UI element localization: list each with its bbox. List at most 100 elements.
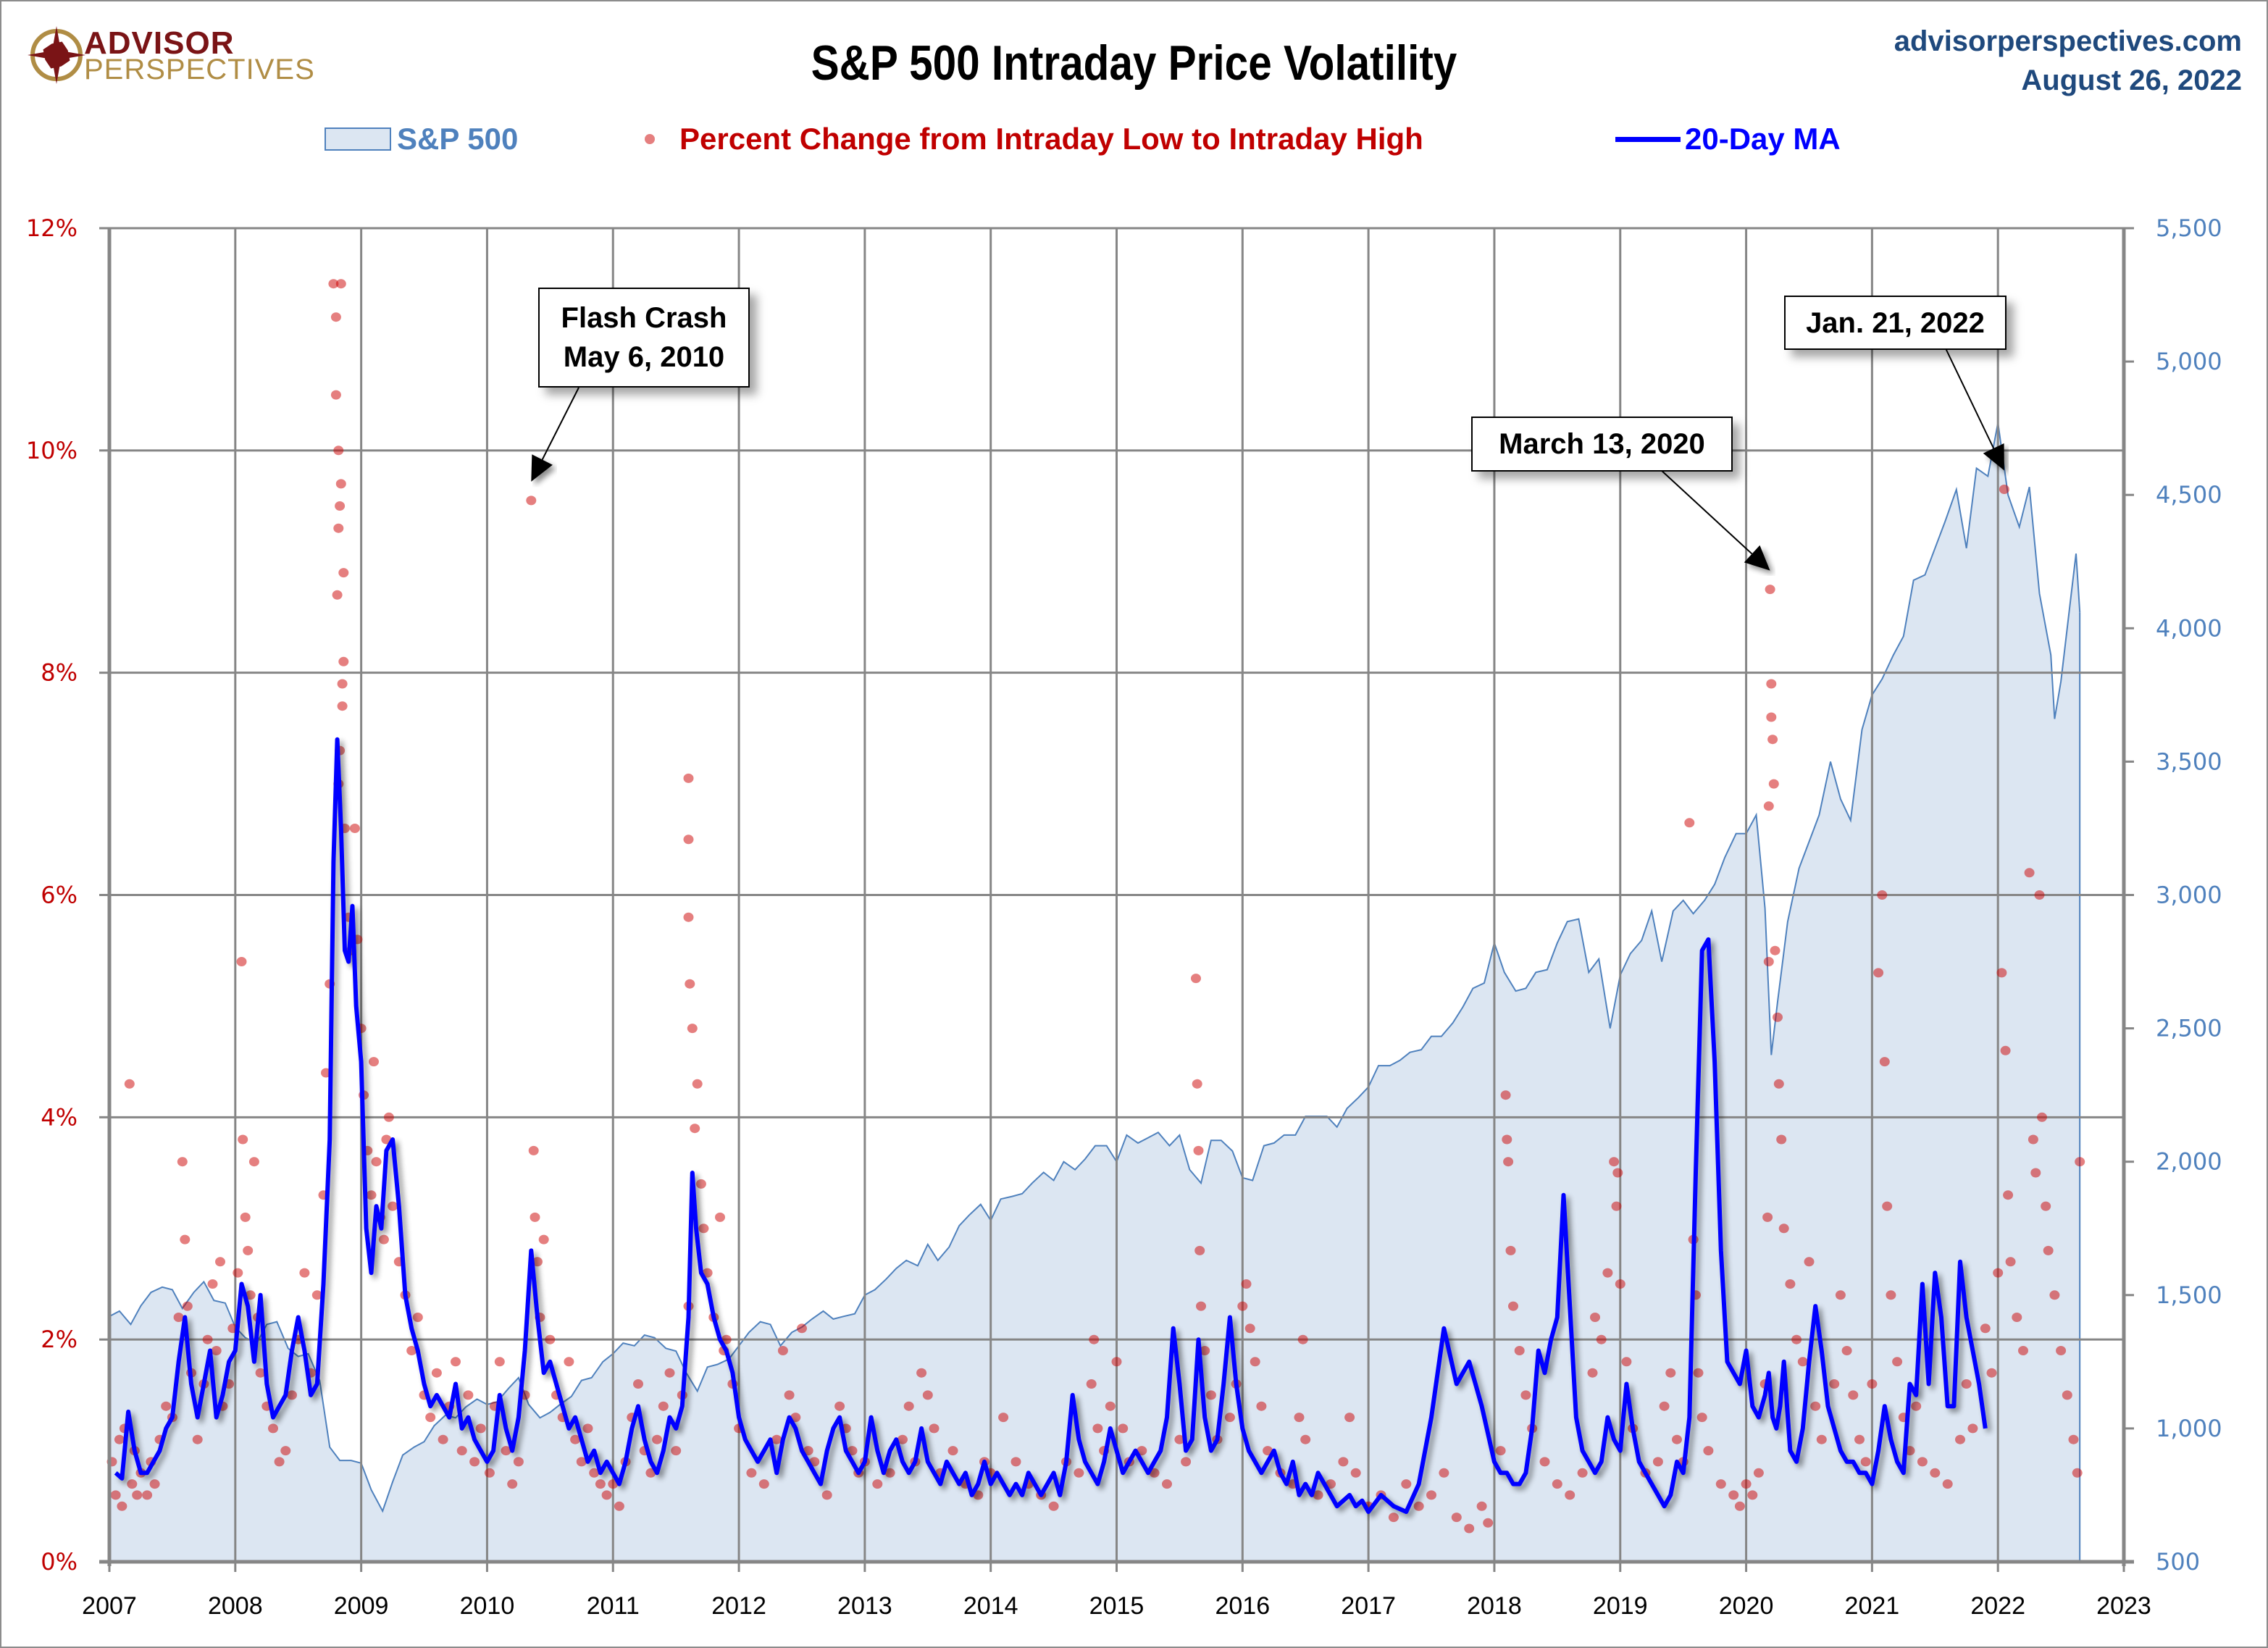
x-tick-label: 2016	[1215, 1592, 1270, 1620]
scatter-point	[2005, 1257, 2016, 1267]
scatter-point	[149, 1479, 160, 1489]
publish-date: August 26, 2022	[2021, 64, 2242, 96]
x-tick-label: 2013	[837, 1592, 892, 1620]
callout-flash-crash-line1: Flash Crash	[561, 302, 727, 334]
scatter-point	[177, 1157, 188, 1167]
scatter-point	[1773, 1079, 1784, 1089]
scatter-point	[1350, 1468, 1361, 1478]
scatter-point	[207, 1279, 218, 1289]
scatter-point	[1829, 1379, 1840, 1389]
scatter-point	[1867, 1379, 1878, 1389]
scatter-point	[530, 1212, 540, 1222]
scatter-point	[1848, 1390, 1859, 1400]
scatter-point	[2030, 1168, 2041, 1178]
scatter-point	[335, 279, 346, 289]
scatter-point	[1768, 779, 1779, 789]
scatter-point	[211, 1346, 222, 1355]
x-tick-label: 2009	[334, 1592, 389, 1620]
left-tick-label: 4%	[41, 1103, 78, 1131]
scatter-point	[1344, 1413, 1355, 1423]
scatter-point	[513, 1457, 524, 1467]
scatter-point	[1615, 1279, 1625, 1289]
scatter-point	[1996, 968, 2007, 978]
scatter-point	[1762, 1212, 1773, 1222]
right-tick-label: 1,500	[2156, 1281, 2222, 1309]
left-tick-label: 8%	[41, 659, 78, 687]
right-tick-label: 5,000	[2156, 348, 2222, 375]
scatter-point	[1917, 1457, 1928, 1467]
scatter-point	[1174, 1434, 1185, 1444]
scatter-point	[1773, 1012, 1783, 1022]
scatter-point	[438, 1434, 448, 1444]
left-tick-label: 0%	[41, 1548, 78, 1576]
scatter-point	[349, 824, 360, 833]
scatter-point	[1300, 1434, 1311, 1444]
scatter-point	[1942, 1479, 1953, 1489]
scatter-point	[777, 1346, 788, 1355]
scatter-point	[463, 1390, 474, 1400]
scatter-point	[2041, 1201, 2051, 1211]
scatter-point	[1244, 1323, 1255, 1334]
scatter-point	[378, 1234, 389, 1245]
scatter-point	[2003, 1190, 2014, 1200]
ma20-line-series	[114, 737, 1988, 1514]
scatter-point	[1193, 1145, 1204, 1155]
scatter-point	[1089, 1334, 1100, 1344]
scatter-point	[1734, 1501, 1745, 1511]
scatter-point	[268, 1423, 278, 1434]
x-tick-label: 2011	[587, 1592, 640, 1620]
scatter-point	[2072, 1468, 2083, 1478]
scatter-point	[255, 1368, 266, 1378]
callout-jan-2022-label: Jan. 21, 2022	[1806, 306, 1985, 339]
callout-flash-crash-line2: May 6, 2010	[563, 341, 725, 373]
left-tick-label: 2%	[41, 1326, 78, 1353]
scatter-point	[1967, 1423, 1978, 1434]
x-tick-label: 2008	[208, 1592, 263, 1620]
scatter-point	[1256, 1401, 1267, 1411]
scatter-point	[132, 1490, 143, 1500]
scatter-point	[664, 1368, 675, 1378]
callout-march-2020: March 13, 2020	[1471, 417, 1733, 472]
scatter-point	[1590, 1313, 1600, 1322]
scatter-point	[1250, 1357, 1260, 1367]
scatter-point	[1693, 1368, 1704, 1378]
right-tick-label: 2,500	[2156, 1015, 2222, 1042]
scatter-point	[1503, 1157, 1514, 1167]
scatter-point	[1993, 1268, 2004, 1278]
scatter-point	[1388, 1513, 1399, 1523]
chart-title: S&P 500 Intraday Price Volatility	[811, 35, 1457, 91]
callout-jan-2022: Jan. 21, 2022	[1784, 296, 2007, 350]
scatter-point	[114, 1434, 125, 1444]
scatter-point	[1587, 1368, 1598, 1378]
scatter-point	[507, 1479, 518, 1489]
scatter-point	[916, 1368, 927, 1378]
scatter-point	[330, 312, 341, 322]
scatter-point	[1652, 1457, 1663, 1467]
scatter-point	[1961, 1379, 1972, 1389]
scatter-point	[1747, 1490, 1758, 1500]
scatter-point	[695, 1179, 706, 1189]
scatter-point	[1476, 1501, 1487, 1511]
scatter-point	[233, 1268, 243, 1278]
scatter-point	[929, 1423, 940, 1434]
scatter-point	[406, 1346, 417, 1355]
scatter-point	[797, 1323, 807, 1334]
x-tick-label: 2012	[711, 1592, 766, 1620]
scatter-point	[528, 1145, 539, 1155]
scatter-point	[1886, 1290, 1896, 1300]
scatter-point	[1224, 1413, 1235, 1423]
scatter-point	[1728, 1490, 1739, 1500]
legend-swatch-area	[325, 127, 391, 151]
sp500-area-fill	[109, 422, 2080, 1562]
scatter-point	[1495, 1446, 1506, 1456]
scatter-point	[383, 1112, 394, 1122]
scatter-point	[1205, 1390, 1216, 1400]
scatter-point	[2034, 890, 2045, 900]
scatter-point	[238, 1134, 248, 1145]
scatter-point	[2000, 1045, 2011, 1055]
x-tick-label: 2022	[1970, 1592, 2025, 1620]
scatter-point	[922, 1390, 933, 1400]
scatter-point	[451, 1357, 461, 1367]
scatter-point	[1665, 1368, 1676, 1378]
